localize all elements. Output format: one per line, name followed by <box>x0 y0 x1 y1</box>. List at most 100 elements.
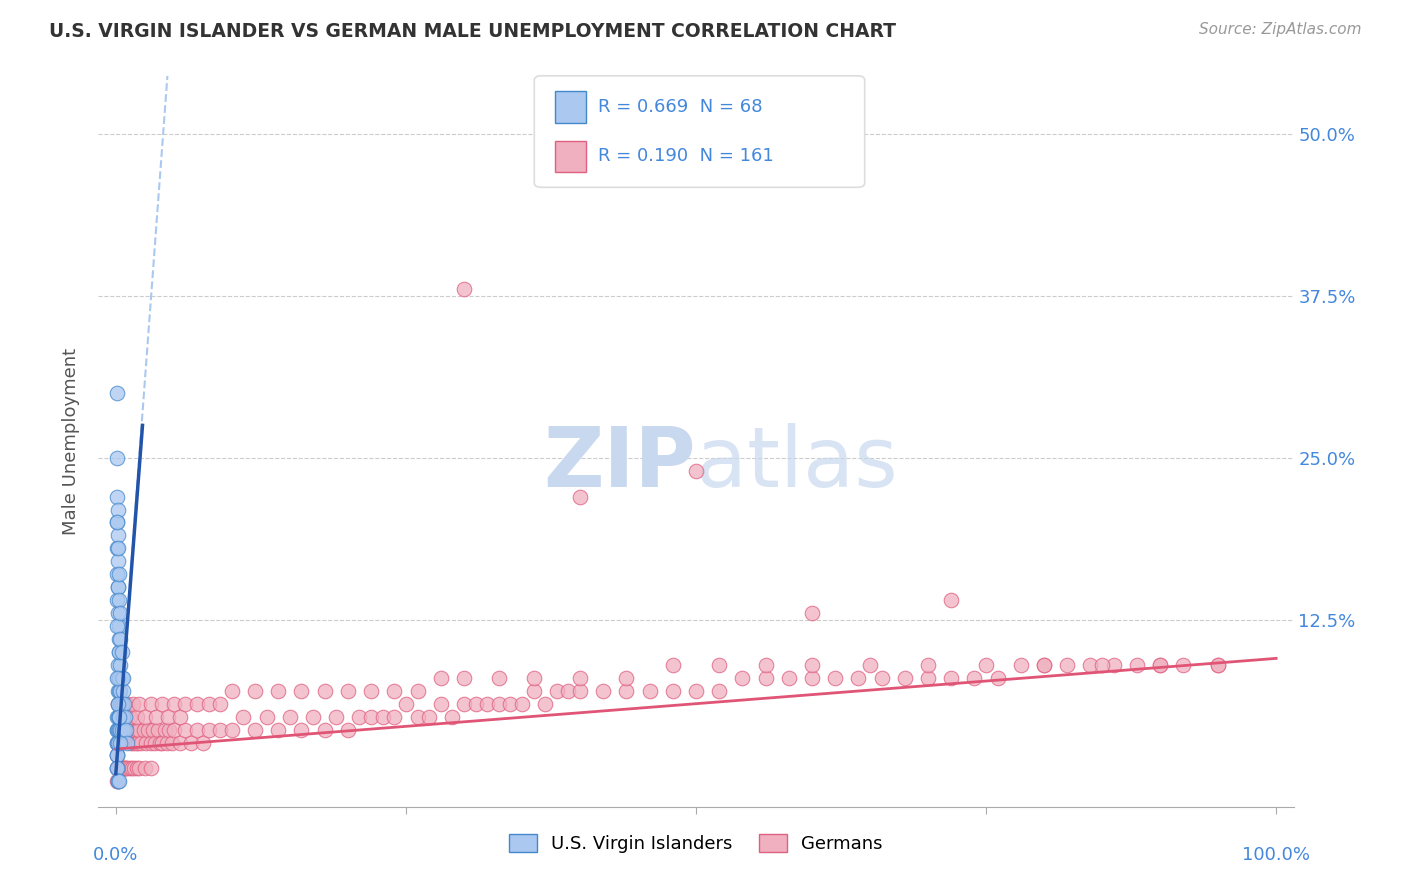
Point <box>120 735 142 749</box>
Point <box>115 709 138 723</box>
Point <box>125 723 148 737</box>
Point <box>755 657 778 672</box>
Point <box>429 697 451 711</box>
Point <box>1033 657 1056 672</box>
Point <box>105 774 128 789</box>
Point <box>110 632 132 646</box>
Point <box>941 593 963 607</box>
Point <box>142 723 165 737</box>
Text: ZIP: ZIP <box>544 423 696 504</box>
Point <box>111 671 134 685</box>
Point <box>917 657 939 672</box>
Text: 100.0%: 100.0% <box>1241 847 1310 864</box>
Point <box>709 657 731 672</box>
Point <box>325 709 347 723</box>
Point <box>108 632 131 646</box>
Point <box>1056 657 1078 672</box>
Point <box>107 554 129 568</box>
Point <box>568 671 591 685</box>
Point <box>121 723 143 737</box>
Point <box>163 723 186 737</box>
Point <box>278 709 301 723</box>
Point <box>105 709 128 723</box>
Point <box>290 683 312 698</box>
Point <box>186 723 208 737</box>
Point <box>522 671 544 685</box>
Point <box>117 761 139 775</box>
Point <box>1206 657 1229 672</box>
Point <box>143 735 166 749</box>
Point <box>105 593 128 607</box>
Point <box>488 697 510 711</box>
Point <box>169 709 191 723</box>
Point <box>592 683 614 698</box>
Point <box>894 671 917 685</box>
Point <box>117 697 139 711</box>
Point <box>232 709 254 723</box>
Point <box>105 761 128 775</box>
Point <box>382 683 405 698</box>
Point <box>614 671 637 685</box>
Point <box>197 697 219 711</box>
Point <box>314 723 336 737</box>
Point <box>110 723 132 737</box>
Point <box>107 761 129 775</box>
Point <box>243 723 266 737</box>
Point <box>124 761 146 775</box>
Point <box>135 735 157 749</box>
Point <box>475 697 498 711</box>
Point <box>160 735 183 749</box>
Point <box>510 697 533 711</box>
Point <box>859 657 882 672</box>
Point <box>107 683 129 698</box>
Text: R = 0.190  N = 161: R = 0.190 N = 161 <box>598 147 773 165</box>
Point <box>110 735 132 749</box>
Point <box>267 723 290 737</box>
Point <box>112 709 135 723</box>
Text: atlas: atlas <box>696 423 897 504</box>
Point <box>117 709 139 723</box>
Point <box>1033 657 1056 672</box>
Point <box>105 723 128 737</box>
Point <box>108 645 131 659</box>
Point <box>105 386 128 401</box>
Point <box>107 580 129 594</box>
Point <box>557 683 579 698</box>
Point <box>963 671 986 685</box>
Point <box>128 761 150 775</box>
Point <box>136 723 159 737</box>
Point <box>108 567 131 582</box>
Point <box>1091 657 1114 672</box>
Text: U.S. VIRGIN ISLANDER VS GERMAN MALE UNEMPLOYMENT CORRELATION CHART: U.S. VIRGIN ISLANDER VS GERMAN MALE UNEM… <box>49 22 896 41</box>
Point <box>111 761 134 775</box>
Point <box>314 683 336 698</box>
Point <box>124 735 146 749</box>
Point <box>1173 657 1195 672</box>
Point <box>114 709 136 723</box>
Point <box>755 671 778 685</box>
Point <box>488 671 510 685</box>
Point <box>546 683 568 698</box>
Point <box>107 723 129 737</box>
Point <box>107 657 129 672</box>
Point <box>111 697 134 711</box>
Point <box>191 735 214 749</box>
Point <box>1126 657 1149 672</box>
Point <box>105 516 128 530</box>
Point <box>105 490 128 504</box>
Point <box>174 697 197 711</box>
Point <box>124 723 146 737</box>
Point <box>107 709 129 723</box>
Point <box>110 657 132 672</box>
Point <box>499 697 522 711</box>
Point <box>1149 657 1171 672</box>
Point <box>111 683 134 698</box>
Point <box>105 748 128 763</box>
Point <box>108 709 131 723</box>
Point <box>105 735 128 749</box>
Point <box>801 671 824 685</box>
Point <box>349 709 371 723</box>
Point <box>186 697 208 711</box>
Point <box>114 709 136 723</box>
Point <box>105 761 128 775</box>
